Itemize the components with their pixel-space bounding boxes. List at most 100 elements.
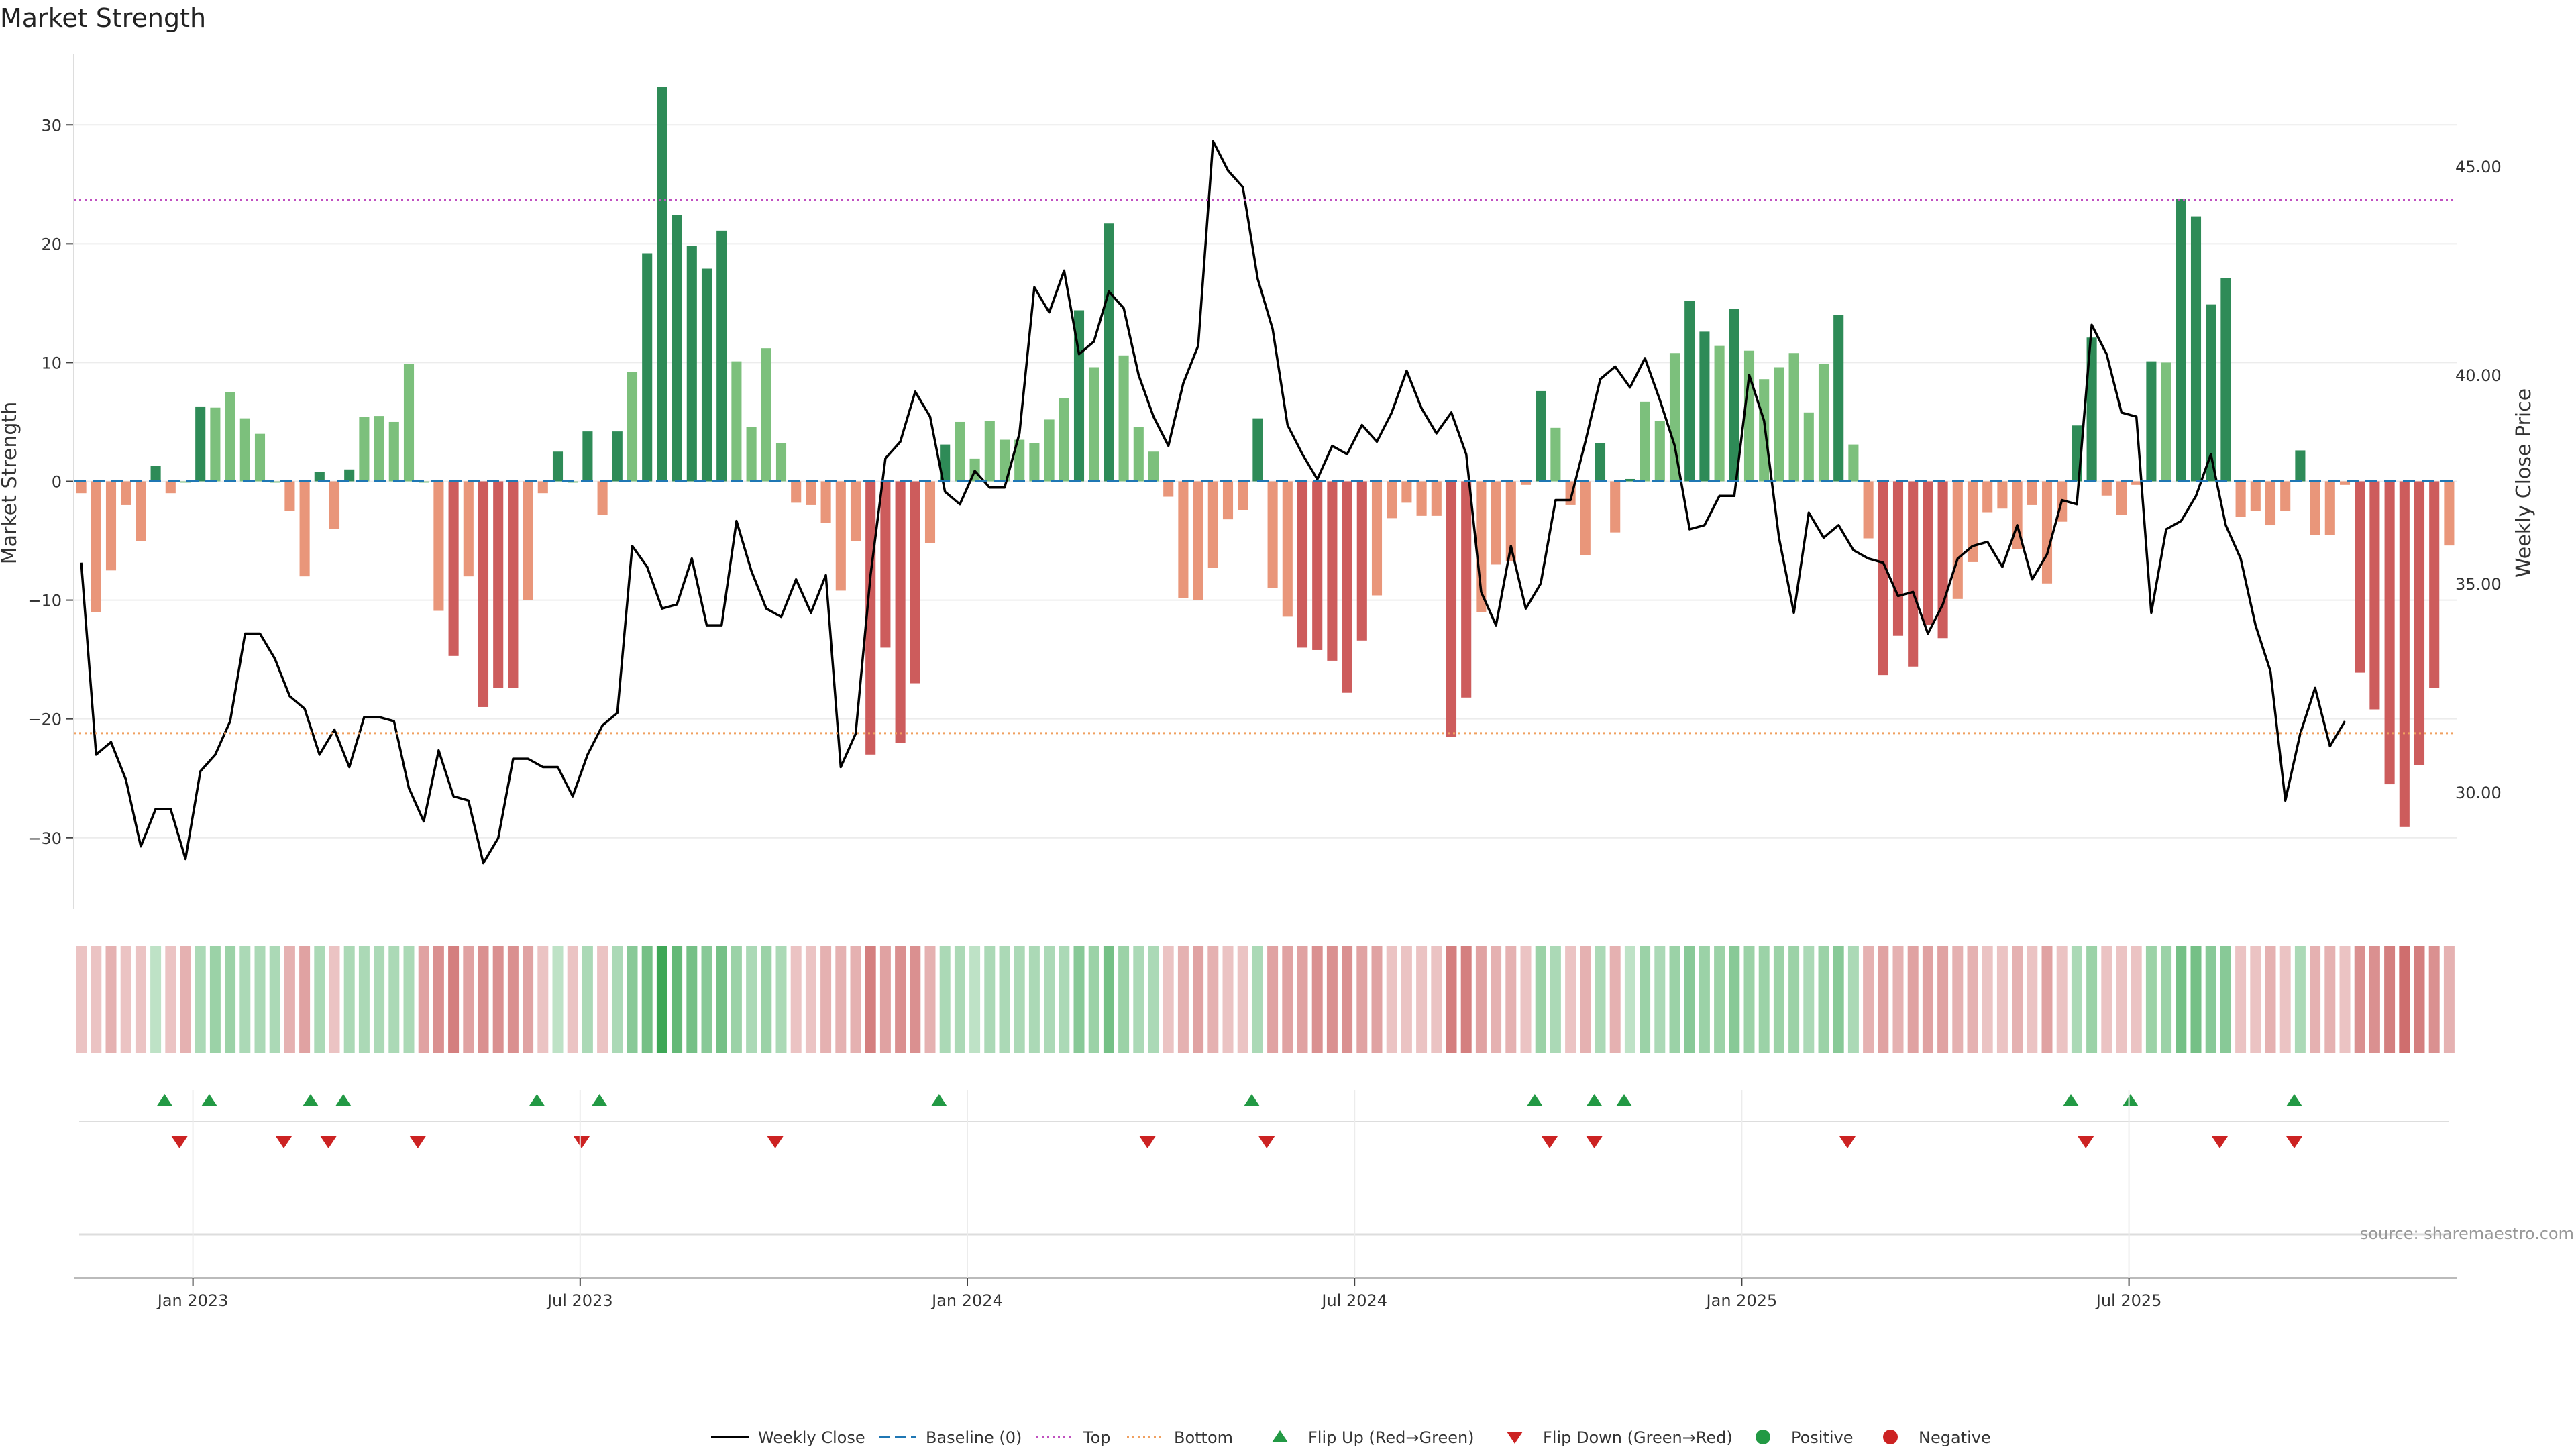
strip-cell-88 xyxy=(1386,946,1397,1053)
strength-bar-44 xyxy=(731,361,742,482)
strength-bar-22 xyxy=(403,364,415,482)
strip-cell-39 xyxy=(656,946,667,1053)
x-axis: Jan 2023 Jul 2023 Jan 2024 Jul 2024 Jan 2025… xyxy=(74,1090,2457,1310)
strip-cell-126 xyxy=(1952,946,1964,1053)
strength-bar-147 xyxy=(2265,481,2276,526)
strip-cell-97 xyxy=(1520,946,1532,1053)
strip-cell-36 xyxy=(612,946,623,1053)
strip-cell-75 xyxy=(1193,946,1204,1053)
flip-down-marker-6 xyxy=(1139,1136,1156,1148)
right-tick-label-0: 45.00 xyxy=(2455,158,2502,176)
strip-cell-124 xyxy=(1922,946,1933,1053)
strip-cell-106 xyxy=(1654,946,1666,1053)
flip-down-marker-5 xyxy=(767,1136,784,1148)
strip-cell-12 xyxy=(254,946,266,1053)
strip-cell-44 xyxy=(731,946,742,1053)
strip-cell-109 xyxy=(1699,946,1710,1053)
legend-label-0: Weekly Close xyxy=(758,1428,865,1447)
strip-cell-131 xyxy=(2027,946,2038,1053)
flip-down-marker-2 xyxy=(320,1136,337,1148)
strength-bar-149 xyxy=(2295,450,2306,482)
strip-cell-142 xyxy=(2190,946,2202,1053)
x-tick-label-1: Jul 2023 xyxy=(546,1291,613,1310)
strength-bar-124 xyxy=(1923,481,1933,625)
flip-up-marker-9 xyxy=(1586,1094,1603,1106)
strength-bar-138 xyxy=(2131,481,2142,485)
strength-bar-34 xyxy=(582,431,593,482)
strength-bar-139 xyxy=(2146,361,2157,482)
strength-bar-59 xyxy=(955,421,965,482)
strength-bar-1 xyxy=(91,481,101,612)
strength-bar-145 xyxy=(2235,481,2246,517)
strip-cell-49 xyxy=(805,946,816,1053)
strength-bar-80 xyxy=(1267,481,1278,588)
source-note: source: sharemaestro.com xyxy=(2360,1224,2574,1243)
strength-bar-119 xyxy=(1848,444,1859,482)
strip-cell-134 xyxy=(2071,946,2082,1053)
strip-cell-121 xyxy=(1878,946,1889,1053)
strip-cell-20 xyxy=(374,946,385,1053)
strength-bar-76 xyxy=(1208,481,1218,568)
flip-up-marker-12 xyxy=(2122,1094,2139,1106)
strength-bar-159 xyxy=(2444,481,2455,546)
strength-bar-120 xyxy=(1863,481,1874,539)
strip-cell-59 xyxy=(954,946,965,1053)
strip-cell-137 xyxy=(2116,946,2127,1053)
strip-cell-58 xyxy=(939,946,951,1053)
strip-cell-48 xyxy=(790,946,802,1053)
x-tick-label-0: Jan 2023 xyxy=(156,1291,229,1310)
strength-bar-97 xyxy=(1520,481,1532,485)
strip-cell-101 xyxy=(1580,946,1591,1053)
strip-cell-120 xyxy=(1863,946,1874,1053)
left-tick-label-2: 10 xyxy=(41,354,62,372)
strength-bars xyxy=(76,87,2455,827)
strip-cell-32 xyxy=(552,946,564,1053)
strength-bar-109 xyxy=(1699,331,1710,482)
strength-bar-140 xyxy=(2161,362,2171,482)
strength-bar-115 xyxy=(1788,353,1799,482)
reference-lines xyxy=(74,199,2457,735)
strip-cell-43 xyxy=(716,946,727,1053)
strength-bar-123 xyxy=(1908,481,1919,667)
strength-bar-49 xyxy=(806,481,816,505)
strip-cell-113 xyxy=(1758,946,1770,1053)
flip-down-marker-11 xyxy=(2078,1136,2094,1148)
strip-cell-80 xyxy=(1267,946,1279,1053)
strength-bar-55 xyxy=(895,481,906,743)
strip-cell-23 xyxy=(418,946,429,1053)
strength-bar-121 xyxy=(1878,481,1888,676)
strength-bar-40 xyxy=(672,215,682,482)
strength-bar-105 xyxy=(1640,401,1650,482)
strip-cell-129 xyxy=(1996,946,2008,1053)
strip-cell-25 xyxy=(448,946,460,1053)
strength-bar-36 xyxy=(612,431,623,482)
strip-cell-13 xyxy=(269,946,280,1053)
strip-cell-84 xyxy=(1326,946,1338,1053)
strip-cell-107 xyxy=(1669,946,1680,1053)
strip-cell-62 xyxy=(999,946,1010,1053)
strip-cell-1 xyxy=(91,946,102,1053)
strip-cell-111 xyxy=(1729,946,1740,1053)
strip-cell-108 xyxy=(1684,946,1695,1053)
strip-cell-104 xyxy=(1624,946,1635,1053)
left-tick-label-3: 0 xyxy=(52,473,62,492)
strip-cell-114 xyxy=(1773,946,1784,1053)
strip-cell-153 xyxy=(2354,946,2365,1053)
strip-cell-17 xyxy=(329,946,340,1053)
strength-bar-61 xyxy=(984,421,995,482)
strip-cell-157 xyxy=(2414,946,2425,1053)
strength-bar-75 xyxy=(1193,481,1203,600)
legend-item-1: Baseline (0) xyxy=(879,1428,1022,1447)
strength-bar-45 xyxy=(746,427,757,482)
strip-cell-90 xyxy=(1416,946,1428,1053)
strip-cell-132 xyxy=(2041,946,2053,1053)
strip-cell-60 xyxy=(969,946,981,1053)
strip-cell-9 xyxy=(209,946,221,1053)
strength-bar-52 xyxy=(850,481,861,541)
strength-bar-85 xyxy=(1342,481,1352,693)
strength-bar-77 xyxy=(1222,481,1234,520)
strength-bar-62 xyxy=(999,439,1010,482)
strength-bar-58 xyxy=(940,444,951,482)
legend-swatch-flip-down xyxy=(1507,1432,1523,1444)
strip-cell-110 xyxy=(1714,946,1725,1053)
